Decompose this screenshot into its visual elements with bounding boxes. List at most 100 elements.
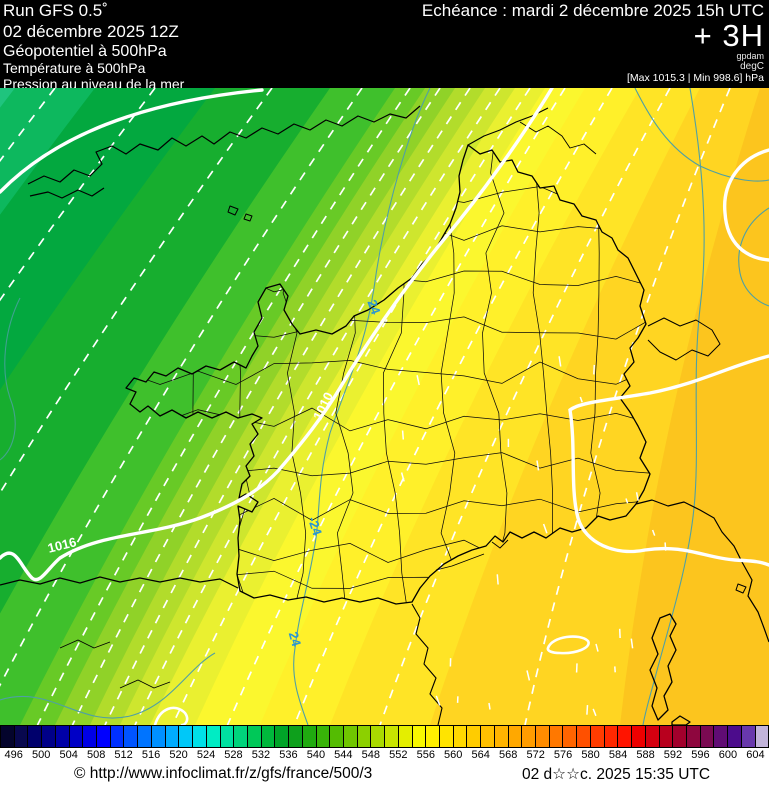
colorbar-tick-label: 596 xyxy=(691,749,710,761)
colorbar-cell xyxy=(42,726,56,747)
colorbar-tick-label: 568 xyxy=(498,749,518,761)
coastlines xyxy=(0,105,769,725)
colorbar-cell xyxy=(179,726,194,747)
param-temperature: Température à 500hPa xyxy=(3,60,146,76)
colorbar-cell xyxy=(151,726,166,747)
colorbar-cell xyxy=(686,726,701,747)
colorbar-cell xyxy=(220,726,235,747)
colorbar-tick-label: 524 xyxy=(196,749,216,761)
colorbar-cell xyxy=(316,726,331,747)
colorbar-cell xyxy=(247,726,262,747)
run-title: Run GFS 0.5˚ xyxy=(3,1,108,20)
colorbar-tick-label: 584 xyxy=(608,749,628,761)
colorbar-cell xyxy=(700,726,715,747)
colorbar-tick-label: 520 xyxy=(169,749,188,761)
colorbar-cell xyxy=(536,726,550,747)
forecast-step: + 3H xyxy=(693,18,764,53)
colorbar-cell xyxy=(508,726,523,747)
colorbar-cell xyxy=(193,726,207,747)
colorbar-cell xyxy=(673,726,687,747)
colorbar-tick-label: 576 xyxy=(553,749,573,761)
colorbar-cell xyxy=(138,726,152,747)
colorbar-labels: 496 500 504 508 512 516 520 524 528 532 536 540 544 5… xyxy=(0,748,769,762)
colorbar-tick-label: 532 xyxy=(251,749,271,761)
colorbar-tick-label: 552 xyxy=(389,749,408,761)
param-geopotential: Géopotentiel à 500hPa xyxy=(3,43,167,60)
colorbar-cell xyxy=(481,726,495,747)
colorbar-cell xyxy=(398,726,413,747)
dash-fragments xyxy=(400,356,667,717)
colorbar-cell xyxy=(440,726,454,747)
generated-datetime: 02 d☆☆c. 2025 15:35 UTC xyxy=(522,766,711,783)
colorbar-cell xyxy=(426,726,440,747)
temperature-contours xyxy=(0,88,769,725)
colorbar-cell xyxy=(97,726,111,747)
colorbar-tick-label: 536 xyxy=(279,749,298,761)
colorbar-tick-label: 556 xyxy=(416,749,435,761)
colorbar-tick-label: 592 xyxy=(663,749,683,761)
colorbar-cell xyxy=(206,726,221,747)
colorbar-tick-label: 504 xyxy=(59,749,78,761)
colorbar-cell xyxy=(385,726,399,747)
header: Run GFS 0.5˚ 02 décembre 2025 12Z Géopot… xyxy=(0,0,769,92)
colorbar-cell xyxy=(618,726,633,747)
colorbar-tick-label: 496 xyxy=(4,749,23,761)
colorbar-tick-label: 508 xyxy=(86,749,106,761)
colorbar-cell xyxy=(165,726,180,747)
footer: © http://www.infoclimat.fr/z/gfs/france/… xyxy=(0,762,769,786)
colorbar-cell xyxy=(590,726,605,747)
colorbar-tick-label: 512 xyxy=(114,749,133,761)
colorbar-cell xyxy=(110,726,125,747)
colorbar-cell xyxy=(234,726,248,747)
unit-temperature: degC xyxy=(740,61,764,72)
colorbar-tick-label: 544 xyxy=(334,749,353,761)
colorbar-cell xyxy=(343,726,358,747)
colorbar-tick-label: 500 xyxy=(32,749,51,761)
pressure-contours xyxy=(0,88,769,725)
colorbar-tick-label: 548 xyxy=(361,749,380,761)
colorbar-cell xyxy=(563,726,578,747)
colorbar-cell xyxy=(453,726,468,747)
colorbar-tick-label: 560 xyxy=(444,749,463,761)
geopotential-dashed-contours xyxy=(0,88,731,725)
geopotential-color-bands xyxy=(0,88,769,725)
colorbar-cell xyxy=(728,726,742,747)
colorbar-cell xyxy=(549,726,564,747)
colorbar-tick-label: 516 xyxy=(141,749,161,761)
colorbar-cell xyxy=(755,726,769,747)
colorbar-tick-label: 580 xyxy=(581,749,600,761)
colorbar-tick-label: 540 xyxy=(306,749,326,761)
colorbar-tick-label: 528 xyxy=(224,749,243,761)
colorbar-cell xyxy=(261,726,276,747)
colorbar-tick-label: 600 xyxy=(718,749,738,761)
header-right: Echéance : mardi 2 décembre 2025 15h UTC… xyxy=(422,1,764,85)
colorbar-tick-label: 564 xyxy=(471,749,490,761)
pressure-minmax: [Max 1015.3 | Min 998.6] hPa xyxy=(627,72,764,84)
colorbar-cell xyxy=(659,726,674,747)
colorbar-cell xyxy=(330,726,344,747)
colorbar-cell xyxy=(645,726,660,747)
echeance-text: Echéance : mardi 2 décembre 2025 15h UTC xyxy=(421,1,764,20)
colorbar-cell xyxy=(632,726,646,747)
colorbar-cell xyxy=(55,726,70,747)
colorbar-cell xyxy=(714,726,729,747)
colorbar-cell xyxy=(467,726,482,747)
run-date: 02 décembre 2025 12Z xyxy=(3,22,179,41)
colorbar-cell xyxy=(124,726,139,747)
colorbar-cell xyxy=(494,726,509,747)
colorbar-cell xyxy=(741,726,756,747)
colorbar-cell xyxy=(28,726,43,747)
colorbar-cell xyxy=(577,726,591,747)
header-left: Run GFS 0.5˚ 02 décembre 2025 12Z Géopot… xyxy=(3,1,184,92)
colorbar-cell xyxy=(14,726,29,747)
colorbar-tick-label: 588 xyxy=(636,749,655,761)
colorbar-cell xyxy=(302,726,317,747)
colorbar-cell xyxy=(289,726,303,747)
colorbar-cell xyxy=(0,726,15,747)
colorbar-tick-label: 572 xyxy=(526,749,545,761)
colorbar-cell xyxy=(69,726,84,747)
colorbar-cell xyxy=(412,726,427,747)
colorbar-cell xyxy=(604,726,619,747)
colorbar-cell xyxy=(275,726,290,747)
